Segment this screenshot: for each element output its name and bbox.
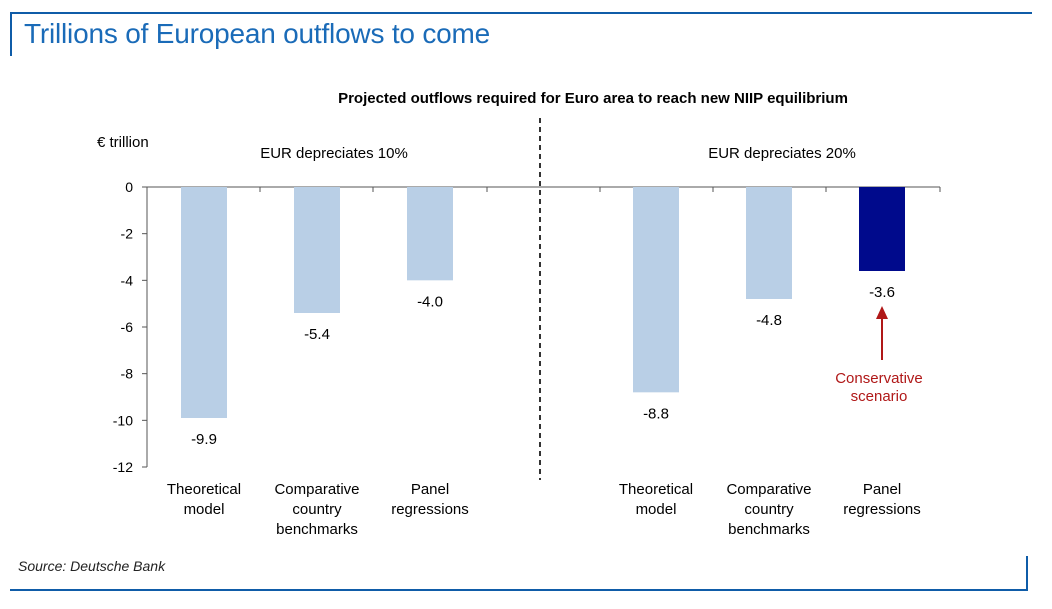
x-tick-label: Panel bbox=[863, 481, 901, 498]
x-tick-label: Theoretical bbox=[619, 481, 693, 498]
data-label: -9.9 bbox=[191, 431, 217, 448]
y-axis-label: € trillion bbox=[97, 134, 149, 151]
bar bbox=[746, 187, 792, 299]
x-tick-label: Theoretical bbox=[167, 481, 241, 498]
y-tick-label: -4 bbox=[121, 272, 134, 288]
annotation-label: Conservative bbox=[835, 370, 923, 387]
frame-right-border bbox=[1026, 556, 1028, 591]
x-tick-label: benchmarks bbox=[276, 521, 358, 538]
frame-left-border bbox=[10, 12, 12, 56]
annotation-label: scenario bbox=[851, 388, 908, 405]
bar bbox=[407, 187, 453, 281]
group-label: EUR depreciates 20% bbox=[708, 145, 856, 162]
x-tick-label: regressions bbox=[391, 501, 469, 518]
x-tick-label: Comparative bbox=[274, 481, 359, 498]
data-label: -8.8 bbox=[643, 405, 669, 422]
x-tick-label: regressions bbox=[843, 501, 921, 518]
data-label: -4.0 bbox=[417, 293, 443, 310]
y-tick-label: -6 bbox=[121, 319, 134, 335]
y-tick-label: -2 bbox=[121, 226, 134, 242]
annotation-arrow-head bbox=[876, 306, 888, 319]
y-tick-label: 0 bbox=[125, 179, 133, 195]
x-tick-label: country bbox=[744, 501, 794, 518]
group-label: EUR depreciates 10% bbox=[260, 145, 408, 162]
y-tick-label: -10 bbox=[113, 412, 133, 428]
bar bbox=[294, 187, 340, 313]
data-label: -3.6 bbox=[869, 284, 895, 301]
bar bbox=[859, 187, 905, 271]
source-note: Source: Deutsche Bank bbox=[18, 558, 166, 574]
bar bbox=[633, 187, 679, 393]
x-tick-label: Panel bbox=[411, 481, 449, 498]
data-label: -4.8 bbox=[756, 312, 782, 329]
bar bbox=[181, 187, 227, 418]
x-tick-label: model bbox=[636, 501, 677, 518]
x-tick-label: model bbox=[184, 501, 225, 518]
data-label: -5.4 bbox=[304, 326, 330, 343]
chart-title: Projected outflows required for Euro are… bbox=[338, 90, 848, 107]
frame-top-border bbox=[10, 12, 1032, 14]
y-tick-label: -12 bbox=[113, 459, 133, 475]
page-title: Trillions of European outflows to come bbox=[24, 18, 491, 49]
x-tick-label: benchmarks bbox=[728, 521, 810, 538]
x-tick-label: Comparative bbox=[726, 481, 811, 498]
frame-bottom-border bbox=[10, 589, 1028, 591]
x-tick-label: country bbox=[292, 501, 342, 518]
y-tick-label: -8 bbox=[121, 366, 134, 382]
